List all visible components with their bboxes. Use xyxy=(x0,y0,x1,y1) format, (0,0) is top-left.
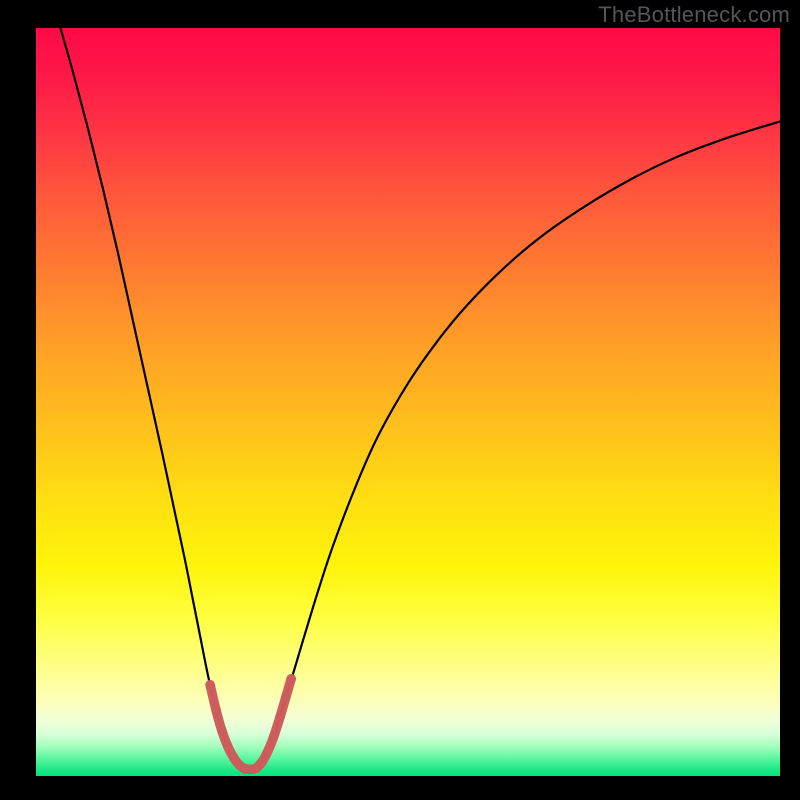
watermark-text: TheBottleneck.com xyxy=(598,2,790,28)
highlight-marker xyxy=(217,726,227,736)
highlight-marker xyxy=(229,753,239,763)
highlight-marker xyxy=(269,731,279,741)
highlight-marker xyxy=(205,680,215,690)
gradient-background xyxy=(36,28,780,776)
bottleneck-chart xyxy=(36,28,780,776)
chart-frame: TheBottleneck.com xyxy=(0,0,800,800)
highlight-marker xyxy=(275,712,285,722)
highlight-marker xyxy=(286,674,296,684)
plot-area xyxy=(36,28,780,776)
highlight-marker xyxy=(281,692,291,702)
highlight-marker xyxy=(263,746,273,756)
highlight-marker xyxy=(211,705,221,715)
highlight-marker xyxy=(223,742,233,752)
highlight-marker xyxy=(257,757,267,767)
